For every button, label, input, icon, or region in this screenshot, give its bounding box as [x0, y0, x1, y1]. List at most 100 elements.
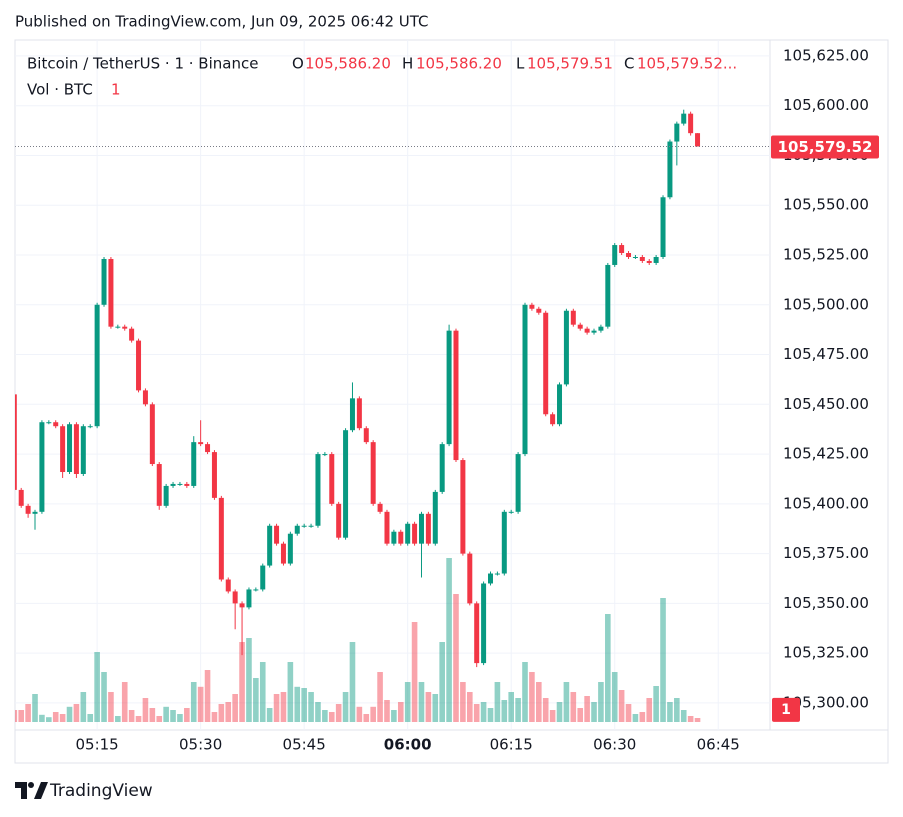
volume-bar	[556, 702, 563, 722]
candle-body	[115, 326, 121, 328]
candle-body	[239, 603, 245, 608]
legend-value: 105,586.20	[416, 55, 502, 73]
legend-value: 105,579.52...	[637, 55, 737, 73]
candle-body	[177, 483, 183, 485]
candle-body	[425, 513, 431, 544]
candle-body	[474, 603, 480, 664]
candle-body	[688, 113, 694, 134]
volume-bar	[218, 704, 225, 722]
candle-body	[453, 330, 459, 461]
legend-value: 105,586.20	[305, 55, 391, 73]
candle-body	[398, 531, 404, 544]
y-tick-label: 105,375.00	[783, 544, 869, 562]
volume-bar	[432, 694, 439, 722]
legend-value: 105,579.51	[527, 55, 613, 73]
volume-bar	[204, 670, 211, 722]
candle-body	[695, 133, 701, 147]
candle-body	[639, 256, 645, 261]
volume-bar	[363, 714, 370, 722]
candle-body	[274, 525, 280, 544]
volume-bar	[680, 710, 687, 722]
volume-bar	[667, 702, 673, 722]
candle-body	[225, 579, 231, 592]
volume-bar	[211, 712, 218, 722]
candle-body	[536, 308, 542, 313]
volume-bar	[66, 706, 73, 722]
candle-body	[301, 525, 307, 527]
candle-body	[336, 503, 342, 538]
volume-bar	[342, 692, 349, 722]
x-tick-label: 06:00	[384, 736, 432, 754]
volume-bar	[170, 710, 176, 722]
volume-bar	[294, 686, 301, 722]
volume-bar	[322, 710, 328, 722]
candle-body	[660, 197, 666, 257]
candle-body	[626, 253, 632, 257]
volume-bar	[335, 704, 342, 722]
y-tick-label: 105,400.00	[783, 494, 869, 512]
candle-body	[494, 573, 500, 575]
candle-body	[598, 326, 604, 331]
volume-bar	[473, 704, 480, 722]
candle-body	[246, 589, 252, 608]
volume-bar	[128, 710, 135, 722]
volume-bar	[190, 682, 197, 722]
candle-body	[18, 489, 24, 506]
volume-bar	[197, 686, 204, 722]
volume-bar	[653, 686, 659, 722]
volume-bar	[487, 708, 494, 722]
volume-bar	[460, 682, 466, 722]
candle-body	[349, 398, 355, 431]
candle-body	[501, 511, 507, 574]
legend-key: L	[516, 55, 525, 73]
candle-body	[170, 483, 176, 486]
y-tick-label: 105,625.00	[783, 46, 869, 64]
volume-bar	[549, 710, 556, 722]
volume-bar	[508, 692, 515, 722]
candle-body	[591, 330, 597, 333]
volume-bar	[356, 706, 363, 722]
y-tick-label: 105,500.00	[783, 295, 869, 313]
candle-body	[632, 256, 638, 258]
volume-bar	[501, 700, 508, 722]
volume-bar	[225, 702, 232, 722]
candle-body	[577, 324, 583, 329]
volume-bar	[598, 682, 604, 722]
candle-body	[73, 424, 79, 474]
volume-bar	[121, 682, 128, 722]
volume-bar	[384, 700, 390, 722]
y-tick-label: 105,350.00	[783, 594, 869, 612]
x-tick-label: 06:15	[490, 736, 533, 754]
last-volume-tag	[772, 697, 800, 722]
candle-body	[653, 256, 659, 263]
volume-bar	[253, 678, 259, 722]
volume-bar	[660, 598, 666, 722]
volume-bar	[377, 672, 383, 722]
candle-body	[205, 444, 211, 453]
last-price-label: 105,579.52	[778, 138, 873, 156]
candle-body	[163, 485, 169, 506]
volume-bar	[135, 716, 142, 722]
volume-bar	[536, 682, 542, 722]
candle-body	[308, 525, 314, 527]
volume-bar	[115, 716, 121, 722]
volume-bar	[52, 712, 59, 722]
volume-bar	[246, 638, 252, 722]
y-tick-label: 105,600.00	[783, 96, 869, 114]
candle-body	[149, 404, 155, 465]
volume-bar	[411, 622, 418, 722]
volume-bar	[577, 708, 584, 722]
candle-body	[94, 304, 100, 427]
volume-bar	[39, 714, 45, 722]
volume-bar	[370, 706, 376, 722]
volume-bar	[466, 692, 473, 722]
candle-body	[322, 454, 328, 456]
volume-bar	[94, 652, 100, 722]
candle-body	[522, 304, 528, 455]
candle-body	[481, 583, 487, 664]
volume-bar	[611, 672, 618, 722]
volume-bar	[108, 692, 114, 722]
candle-body	[287, 533, 293, 564]
candle-body	[280, 543, 286, 564]
